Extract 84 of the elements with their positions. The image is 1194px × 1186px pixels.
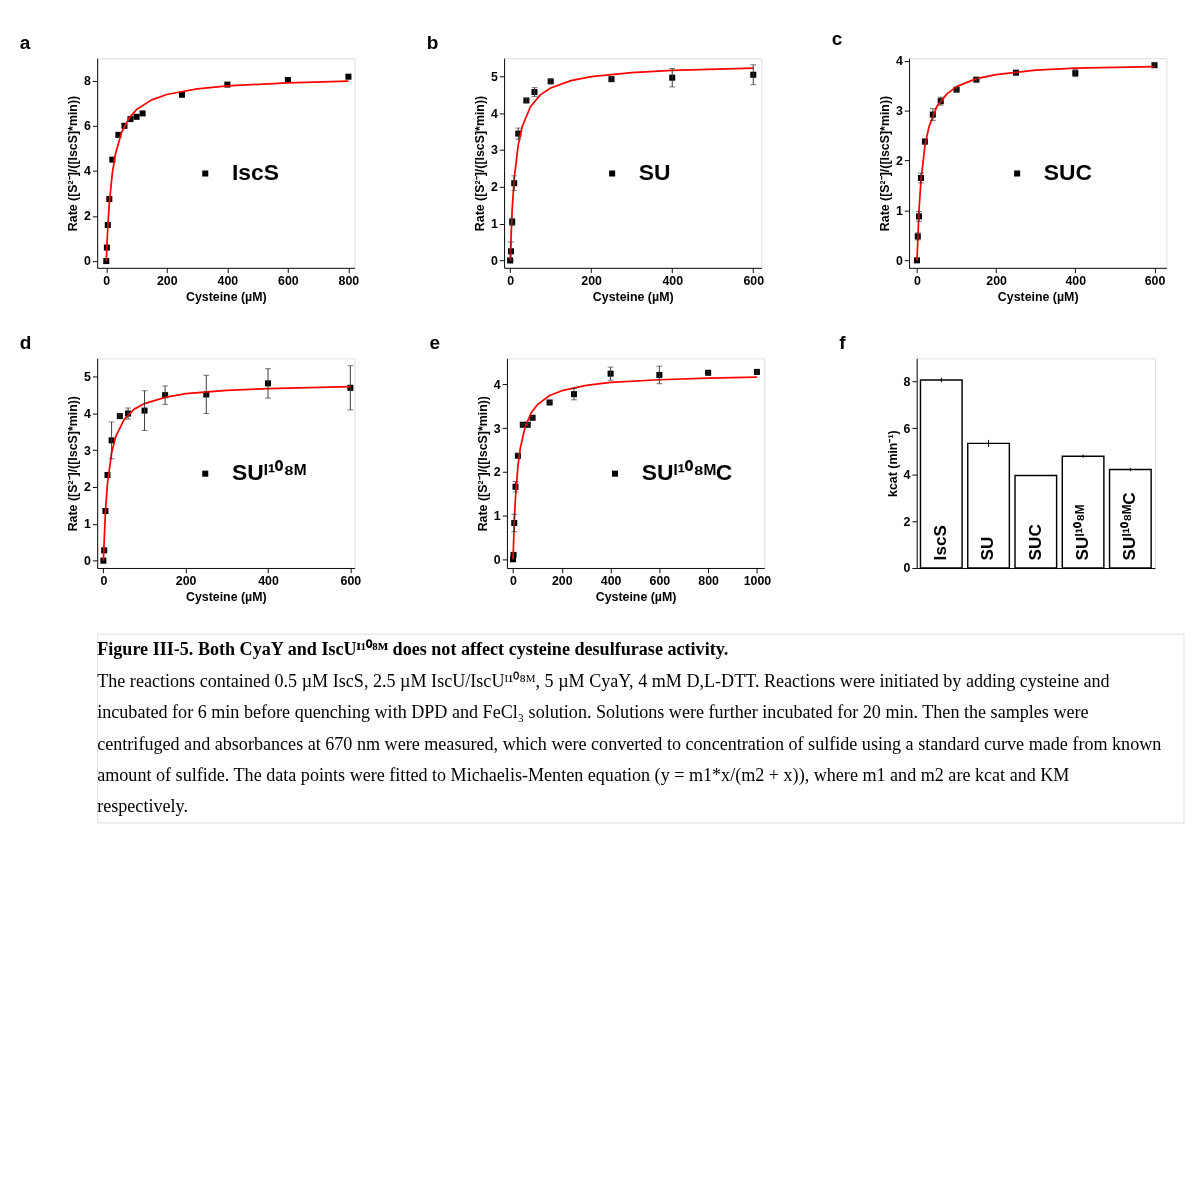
y-tick-label: 3 <box>493 421 501 436</box>
y-tick-label: 1 <box>491 216 499 231</box>
y-tick-label: 4 <box>84 406 92 421</box>
x-axis-title: Cysteine (µM) <box>185 289 267 304</box>
y-tick-label: 1 <box>493 508 501 523</box>
category-label: SU <box>977 536 998 561</box>
y-tick-label: 3 <box>491 143 499 158</box>
y-tick-label: 2 <box>84 209 92 224</box>
y-tick-label: 5 <box>84 370 92 385</box>
category-label: SUC <box>1024 524 1045 561</box>
category-label: SUᴵ¹⁰⁸ᴹ <box>1071 504 1092 561</box>
x-tick-label: 600 <box>1144 273 1166 288</box>
chart-title: c <box>831 28 843 50</box>
y-tick-label: 5 <box>491 69 499 84</box>
legend-label: SU <box>638 159 671 186</box>
y-tick-label: 1 <box>84 517 92 532</box>
x-tick-label: 600 <box>743 273 765 288</box>
x-tick-label: 200 <box>175 573 197 588</box>
x-tick-label: 200 <box>986 273 1008 288</box>
y-tick-label: 0 <box>491 253 499 268</box>
category-label: IscS <box>930 525 951 561</box>
x-tick-label: 600 <box>649 573 671 588</box>
y-tick-label: 6 <box>903 421 911 436</box>
x-tick-label: 400 <box>217 273 239 288</box>
y-tick-label: 8 <box>84 74 92 89</box>
x-tick-label: 400 <box>1065 273 1087 288</box>
y-tick-label: 8 <box>903 374 911 389</box>
y-tick-label: 3 <box>84 443 92 458</box>
legend-label: IscS <box>231 159 279 186</box>
y-tick-label: 0 <box>84 254 92 269</box>
x-tick-label: 800 <box>698 573 720 588</box>
y-tick-label: 2 <box>493 465 501 480</box>
y-tick-label: 4 <box>903 468 911 483</box>
chart-title: f <box>839 331 847 353</box>
x-tick-label: 400 <box>662 273 684 288</box>
chart-title: e <box>429 331 441 353</box>
x-tick-label: 1000 <box>743 573 772 588</box>
category-label: SUᴵ¹⁰⁸ᴹC <box>1119 492 1140 561</box>
x-axis-title: Cysteine (µM) <box>592 289 674 304</box>
y-tick-label: 4 <box>493 377 501 392</box>
x-axis-title: Cysteine (µM) <box>595 589 677 604</box>
y-axis-title: Rate ([S²⁻]/([IscS]*min)) <box>66 396 81 532</box>
y-tick-label: 2 <box>84 480 92 495</box>
y-tick-label: 6 <box>84 119 92 134</box>
text: The reactions contained 0.5 µM IscS, 2.5 µM IscU/IscUᴵ¹⁰⁸ᴹ, 5 µM CyaY, 4 mM D,L-DTT. Reactions were initiated by adding cysteine and incubated for 6 min before quenching with DPD and FeCl₃ solution. Solutions were further incubated for 20 min. Then the samples were centrifuged and absorbances at 670 nm were measured, which were converted to concentration of sulfide using a standard curve made from known amount of sulfide. The data points were fitted to Michaelis-Menten equation (y = m1*x/(m2 + x)), where m1 and m2 are kcat and KM respectively. <box>97 670 1162 817</box>
x-tick-label: 0 <box>914 273 922 288</box>
x-tick-label: 600 <box>340 573 362 588</box>
y-tick-label: 4 <box>491 106 499 121</box>
x-tick-label: 0 <box>103 273 111 288</box>
y-tick-label: 4 <box>895 53 903 68</box>
x-tick-label: 400 <box>258 573 279 588</box>
x-tick-label: 600 <box>278 273 299 288</box>
y-tick-label: 3 <box>895 103 903 118</box>
x-tick-label: 0 <box>100 573 108 588</box>
x-tick-label: 200 <box>156 273 178 288</box>
text: Figure III-5. Both CyaY and IscUᴵ¹⁰⁸ᴹ does not affect cysteine desulfurase activity. <box>97 639 729 660</box>
y-tick-label: 2 <box>903 514 911 529</box>
chart-title: a <box>19 31 31 53</box>
y-axis-title: Rate ([S²⁻]/([IscS]*min)) <box>66 95 81 232</box>
y-tick-label: 2 <box>895 153 903 168</box>
y-axis-title: kcat (min⁻¹) <box>885 430 900 497</box>
y-tick-label: 0 <box>895 253 903 268</box>
y-tick-label: 0 <box>903 561 911 576</box>
legend-label: SUᴵ¹⁰⁸ᴹC <box>641 459 733 486</box>
y-tick-label: 0 <box>493 552 501 567</box>
x-axis-title: Cysteine (µM) <box>185 589 267 604</box>
x-tick-label: 200 <box>551 573 573 588</box>
y-axis-title: Rate ([S²⁻]/([IscS]*min)) <box>473 95 488 232</box>
legend-label: SUC <box>1043 159 1093 186</box>
x-tick-label: 800 <box>338 273 360 288</box>
y-tick-label: 0 <box>84 553 92 568</box>
y-tick-label: 4 <box>84 164 92 179</box>
x-axis-title: Cysteine (µM) <box>997 289 1079 304</box>
x-tick-label: 400 <box>600 573 622 588</box>
y-tick-label: 1 <box>895 203 903 218</box>
y-axis-title: Rate ([S²⁻]/([IscS]*min)) <box>878 95 893 232</box>
y-axis-title: Rate ([S²⁻]/([IscS]*min)) <box>476 396 491 532</box>
x-tick-label: 0 <box>510 573 518 588</box>
x-tick-label: 0 <box>507 273 515 288</box>
legend-label: SUᴵ¹⁰⁸ᴹ <box>231 459 307 486</box>
chart-title: b <box>426 31 439 53</box>
chart-title: d <box>19 331 32 353</box>
y-tick-label: 2 <box>491 180 499 195</box>
x-tick-label: 200 <box>581 273 603 288</box>
